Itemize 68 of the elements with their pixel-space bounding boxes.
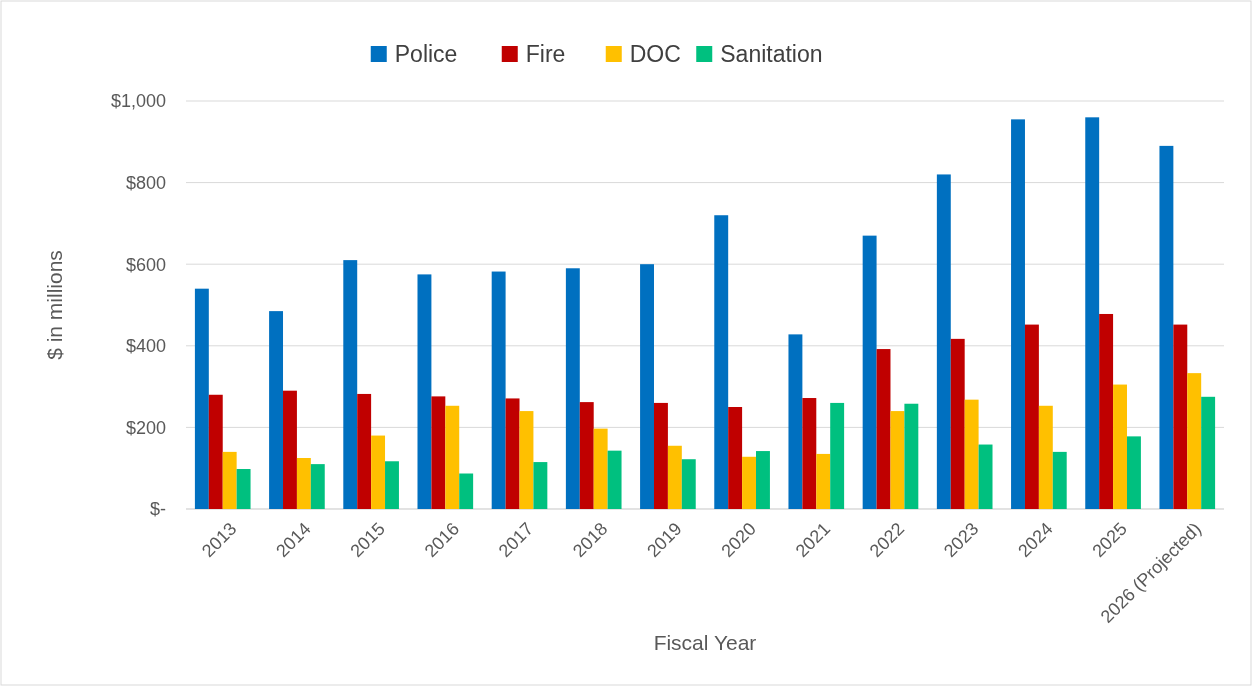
- legend-label: DOC: [629, 41, 681, 68]
- bar: [936, 174, 951, 509]
- bar: [1173, 324, 1188, 509]
- bar: [816, 453, 831, 509]
- bar: [653, 402, 668, 509]
- bar: [593, 428, 608, 509]
- bar: [1187, 373, 1202, 509]
- y-tick-label: $200: [125, 417, 166, 438]
- bar: [236, 469, 251, 509]
- legend-label: Sanitation: [720, 41, 823, 68]
- bar: [1011, 119, 1025, 509]
- bar: [222, 451, 237, 509]
- bar: [194, 288, 209, 509]
- legend-label: Police: [394, 41, 458, 68]
- bar: [742, 456, 757, 509]
- bar: [1159, 145, 1174, 509]
- bar: [565, 268, 580, 509]
- bar: [1052, 451, 1067, 509]
- bar: [1024, 324, 1039, 509]
- bar: [417, 274, 432, 509]
- bar: [1113, 384, 1127, 509]
- bar: [876, 349, 891, 509]
- y-tick-label: $1,000: [110, 91, 166, 112]
- bar: [459, 473, 474, 509]
- bar: [862, 235, 877, 509]
- bar: [788, 334, 803, 509]
- bar: [978, 444, 993, 509]
- bar: [1085, 117, 1100, 509]
- bar: [830, 402, 845, 509]
- bar: [491, 271, 506, 509]
- bar: [667, 445, 682, 509]
- bar: [445, 405, 460, 509]
- bar: [890, 411, 905, 509]
- bar: [756, 451, 770, 509]
- bar: [1201, 396, 1216, 509]
- y-tick-label: $400: [125, 336, 166, 357]
- bar: [1038, 405, 1053, 509]
- x-axis-title: Fiscal Year: [653, 631, 757, 654]
- bar: [802, 398, 817, 509]
- bar: [904, 403, 919, 509]
- y-axis-title: $ in millions: [43, 250, 66, 360]
- bar: [950, 338, 965, 509]
- bar: [357, 393, 372, 509]
- bar: [1099, 313, 1114, 509]
- bar: [296, 458, 311, 509]
- bar: [964, 399, 979, 509]
- y-tick-label: $-: [149, 499, 166, 520]
- bar: [1126, 436, 1141, 509]
- bar: [640, 264, 654, 509]
- bar: [208, 394, 223, 509]
- bar: [519, 411, 534, 509]
- bar: [505, 398, 520, 509]
- legend-label: Fire: [525, 41, 566, 68]
- bar: [728, 407, 743, 509]
- bar: [579, 402, 594, 509]
- bar: [714, 215, 729, 509]
- y-tick-label: $800: [125, 172, 166, 193]
- bar: [343, 260, 358, 509]
- bar: [371, 435, 386, 509]
- bar: [310, 464, 325, 509]
- bar: [431, 396, 446, 509]
- bar: [607, 450, 622, 509]
- bar: [681, 459, 696, 509]
- bar: [385, 461, 399, 509]
- bar: [533, 462, 548, 509]
- bar: [283, 390, 297, 509]
- y-tick-label: $600: [125, 254, 166, 275]
- bar: [269, 311, 284, 509]
